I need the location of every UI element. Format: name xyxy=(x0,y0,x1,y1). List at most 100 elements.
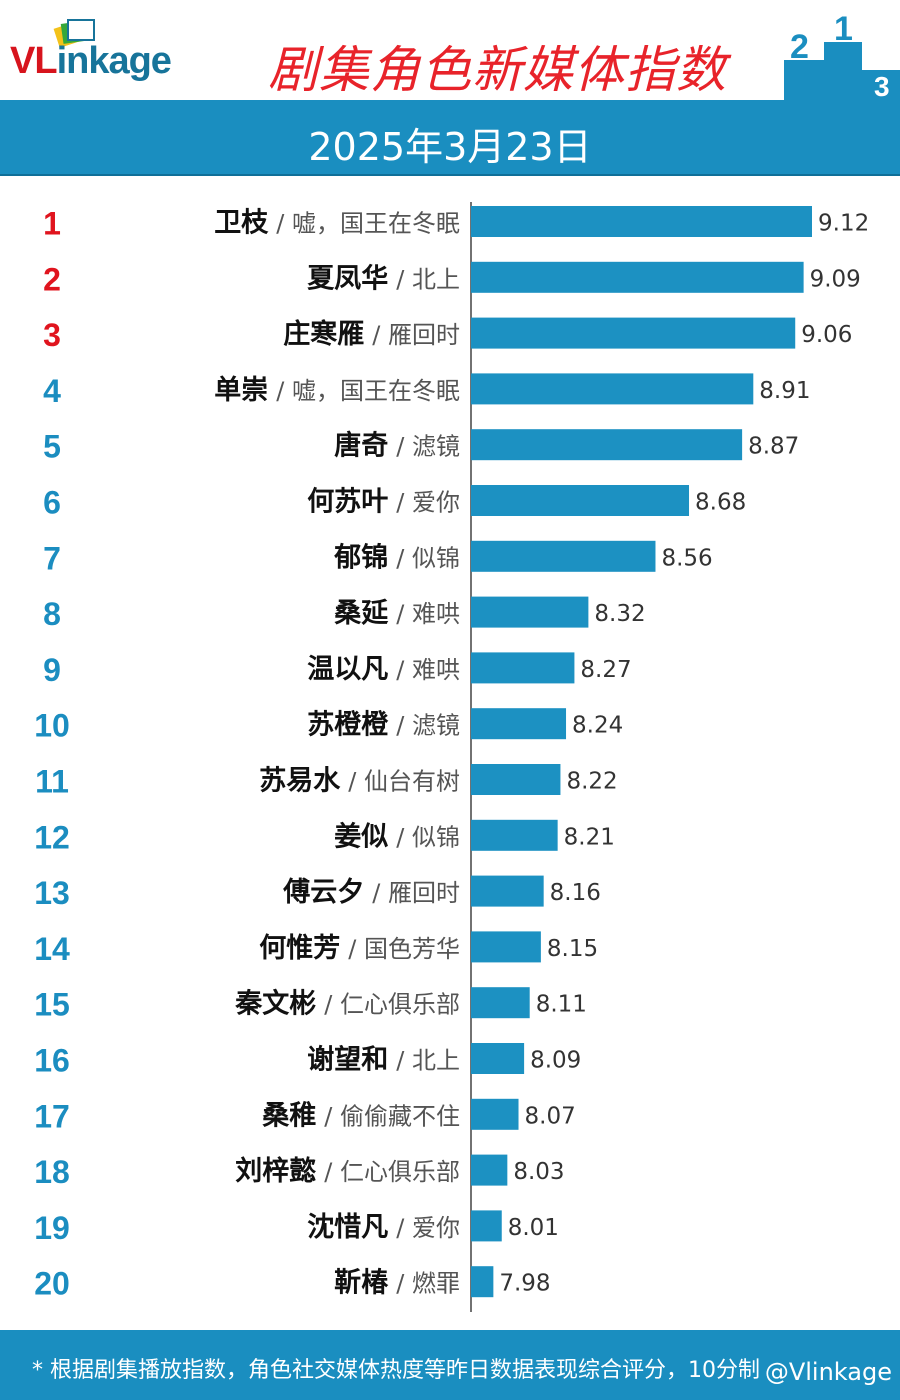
drama-name: / 爱你 xyxy=(396,1214,460,1242)
date-label: 2025年3月23日 xyxy=(308,125,592,169)
drama-name: / 滤镜 xyxy=(396,433,460,461)
bar xyxy=(471,596,589,628)
value-label: 8.68 xyxy=(695,490,746,516)
row-label: 苏易水 / 仙台有树 xyxy=(259,766,460,797)
drama-name: / 雁回时 xyxy=(372,879,460,907)
footer: * 根据剧集播放指数，角色社交媒体热度等昨日数据表现综合评分，10分制 @Vli… xyxy=(0,1330,900,1400)
logo-rest: inkage xyxy=(56,40,172,82)
value-label: 8.01 xyxy=(508,1215,559,1241)
page-title: 剧集角色新媒体指数 xyxy=(268,41,727,99)
drama-name: / 国色芳华 xyxy=(348,935,460,963)
value-label: 9.12 xyxy=(818,211,869,237)
value-label: 8.09 xyxy=(530,1048,581,1074)
rank-label: 5 xyxy=(43,429,61,465)
rank-label: 12 xyxy=(34,819,70,855)
value-label: 8.56 xyxy=(661,545,712,571)
drama-name: / 难哄 xyxy=(396,600,460,628)
bar xyxy=(471,540,656,572)
rank-label: 1 xyxy=(43,206,61,242)
character-name: 秦文彬 xyxy=(234,988,316,1020)
rank-label: 9 xyxy=(43,652,61,688)
drama-name: / 仙台有树 xyxy=(348,768,460,796)
drama-name: / 嘘，国王在冬眠 xyxy=(276,210,460,238)
character-name: 姜似 xyxy=(334,820,388,852)
row-label: 沈惜凡 / 爱你 xyxy=(307,1212,460,1243)
podium-label-1: 1 xyxy=(834,12,853,48)
character-name: 何苏叶 xyxy=(307,487,388,518)
bar xyxy=(471,485,690,516)
bar xyxy=(471,764,561,795)
bar xyxy=(471,875,544,907)
value-label: 9.09 xyxy=(810,266,861,292)
rank-label: 11 xyxy=(35,764,69,800)
character-name: 庄寒雁 xyxy=(283,318,364,350)
value-label: 8.22 xyxy=(566,769,617,795)
character-name: 沈惜凡 xyxy=(307,1212,388,1243)
character-name: 傅云夕 xyxy=(282,877,364,908)
value-label: 8.91 xyxy=(759,378,810,404)
drama-name: / 偷偷藏不住 xyxy=(324,1102,460,1130)
value-label: 9.06 xyxy=(801,322,852,348)
character-name: 卫枝 xyxy=(214,208,269,239)
value-label: 8.24 xyxy=(572,713,623,739)
character-name: 苏易水 xyxy=(259,766,341,797)
row-label: 夏凤华 / 北上 xyxy=(307,262,460,294)
drama-name: / 仁心俱乐部 xyxy=(324,1158,460,1186)
character-name: 刘梓懿 xyxy=(235,1155,316,1187)
character-name: 桑稚 xyxy=(262,1100,316,1131)
bar xyxy=(471,931,541,963)
bar xyxy=(471,373,754,405)
footer-note: * 根据剧集播放指数，角色社交媒体热度等昨日数据表现综合评分，10分制 xyxy=(32,1358,760,1383)
row-label: 姜似 / 似锦 xyxy=(334,820,460,852)
bar xyxy=(471,1266,494,1298)
rank-label: 15 xyxy=(34,987,70,1023)
drama-name: / 似锦 xyxy=(396,823,460,851)
bar xyxy=(471,429,743,461)
bar xyxy=(471,819,558,851)
row-label: 傅云夕 / 雁回时 xyxy=(282,877,460,908)
rank-label: 18 xyxy=(34,1154,70,1190)
row-label: 郁锦 / 似锦 xyxy=(333,542,460,573)
character-name: 夏凤华 xyxy=(307,262,388,294)
bar xyxy=(471,652,575,684)
row-label: 何苏叶 / 爱你 xyxy=(307,487,460,518)
character-name: 何惟芳 xyxy=(259,933,340,964)
rank-label: 10 xyxy=(34,708,70,744)
bar xyxy=(471,708,567,740)
drama-name: / 北上 xyxy=(396,1047,460,1075)
rank-label: 20 xyxy=(34,1266,70,1302)
rank-label: 3 xyxy=(43,317,61,353)
podium-label-3: 3 xyxy=(874,71,890,100)
podium-label-2: 2 xyxy=(790,28,809,66)
ranking-chart-svg: 1 卫枝 / 嘘，国王在冬眠 9.122 夏凤华 / 北上 9.093 庄寒雁 / 雁回时 9.0… xyxy=(34,202,869,1312)
rank-label: 14 xyxy=(34,931,70,967)
bar xyxy=(471,1098,519,1130)
row-label: 桑稚 / 偷偷藏不住 xyxy=(262,1100,460,1131)
ranking-chart: 1 卫枝 / 嘘，国王在冬眠 9.12 2 夏凤华 / 北上 9.09 3 庄寒雁 / 雁回时 9.0… xyxy=(0,176,900,1326)
rank-label: 2 xyxy=(43,261,61,297)
drama-name: / 难哄 xyxy=(396,656,460,684)
value-label: 8.16 xyxy=(550,880,601,906)
row-label: 刘梓懿 / 仁心俱乐部 xyxy=(235,1155,460,1187)
bar xyxy=(471,987,530,1019)
character-name: 苏橙橙 xyxy=(307,710,389,741)
value-label: 8.27 xyxy=(580,657,631,683)
bar xyxy=(471,261,804,293)
row-label: 苏橙橙 / 滤镜 xyxy=(307,710,460,741)
row-label: 桑延 / 难哄 xyxy=(334,598,460,629)
value-label: 8.15 xyxy=(547,936,598,962)
bar xyxy=(471,206,812,237)
value-label: 8.07 xyxy=(525,1103,576,1129)
weibo-watermark: @Vlinkage xyxy=(764,1358,892,1386)
character-name: 温以凡 xyxy=(307,654,388,685)
bar xyxy=(471,1043,525,1074)
row-label: 唐奇 / 滤镜 xyxy=(334,430,460,462)
value-label: 8.21 xyxy=(564,824,615,850)
character-name: 桑延 xyxy=(334,598,389,629)
logo-mark-icon xyxy=(53,19,95,48)
value-label: 7.98 xyxy=(499,1271,550,1297)
character-name: 靳椿 xyxy=(334,1268,389,1299)
podium-icon: 2 1 3 xyxy=(784,12,900,100)
drama-name: / 似锦 xyxy=(396,544,460,572)
bar xyxy=(471,1210,502,1242)
